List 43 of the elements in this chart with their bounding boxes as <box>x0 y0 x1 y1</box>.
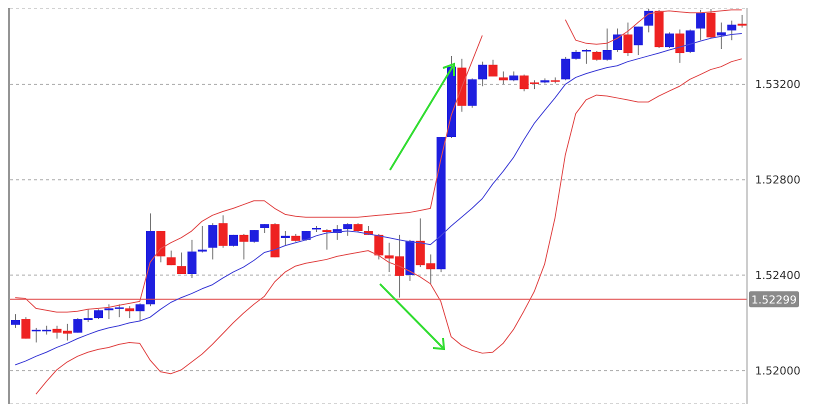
candlestick <box>716 22 726 50</box>
candlestick <box>198 226 207 254</box>
candlestick <box>675 28 684 64</box>
candlestick <box>21 316 30 340</box>
candlestick <box>738 14 747 28</box>
candlestick <box>239 233 248 260</box>
candlestick <box>302 230 311 242</box>
candlestick <box>94 308 104 320</box>
candlestick <box>322 228 332 250</box>
candlestick <box>509 70 518 82</box>
candlestick <box>582 48 591 64</box>
candlestick <box>187 239 196 279</box>
candlestick <box>250 230 259 244</box>
candlestick <box>664 32 674 49</box>
candlestick <box>478 61 488 87</box>
candlestick <box>644 8 654 33</box>
y-tick-label: 1.52400 <box>755 269 800 282</box>
candlestick <box>343 222 352 236</box>
candlestick <box>696 9 706 41</box>
candlestick <box>166 250 176 266</box>
candlestick <box>602 28 612 62</box>
line-series <box>14 33 742 366</box>
candlestick <box>11 314 20 328</box>
candlestick <box>686 28 695 54</box>
candlestick <box>561 56 570 81</box>
ref-line-label: 1.52299 <box>751 293 797 306</box>
candlestick <box>208 222 218 260</box>
candlestick <box>177 252 186 274</box>
candlestick <box>623 22 632 56</box>
candlestick <box>136 302 145 322</box>
candlestick <box>634 26 643 56</box>
candlestick <box>280 230 290 246</box>
candlestick <box>613 28 622 52</box>
candlestick <box>218 214 228 248</box>
candlestick <box>727 20 736 41</box>
y-tick-label: 1.52000 <box>755 364 800 378</box>
candlestick <box>498 70 508 85</box>
y-tick-label: 1.52800 <box>755 174 800 187</box>
y-tick-label: 1.53200 <box>755 78 800 92</box>
candlestick <box>592 50 602 62</box>
candlestick <box>374 233 384 260</box>
candlestick <box>572 49 581 60</box>
candlestick <box>488 59 498 77</box>
